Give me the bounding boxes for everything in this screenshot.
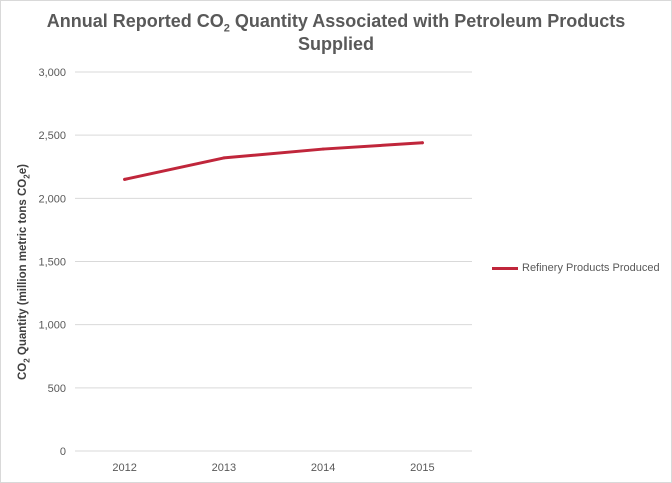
x-tick-label: 2014 — [311, 462, 335, 474]
series-layer — [123, 141, 424, 181]
y-tick-label: 1,500 — [38, 257, 66, 269]
legend: Refinery Products Produced — [492, 262, 660, 274]
x-tick-labels: 2012 2013 2014 2015 — [112, 462, 434, 474]
y-tick-label: 500 — [48, 383, 66, 395]
x-tick-label: 2013 — [212, 462, 236, 474]
y-tick-label: 1,000 — [38, 320, 66, 332]
y-axis-label: CO2 Quantity (million metric tons CO2e) — [17, 164, 32, 380]
data-point — [420, 141, 424, 145]
y-tick-label: 3,000 — [38, 67, 66, 79]
data-point — [321, 147, 325, 151]
series-line — [123, 141, 424, 181]
data-point — [123, 177, 127, 181]
legend-label: Refinery Products Produced — [522, 262, 660, 274]
y-tick-labels: 0 500 1,000 1,500 2,000 2,500 3,000 — [38, 67, 66, 458]
chart-title: Annual Reported CO2 Quantity Associated … — [46, 11, 626, 54]
y-tick-label: 2,500 — [38, 130, 66, 142]
y-tick-label: 2,000 — [38, 193, 66, 205]
legend-swatch — [492, 266, 518, 270]
y-tick-label: 0 — [60, 446, 66, 458]
x-tick-label: 2012 — [112, 462, 136, 474]
gridlines — [75, 71, 472, 452]
data-point — [222, 156, 226, 160]
x-tick-label: 2015 — [410, 462, 434, 474]
